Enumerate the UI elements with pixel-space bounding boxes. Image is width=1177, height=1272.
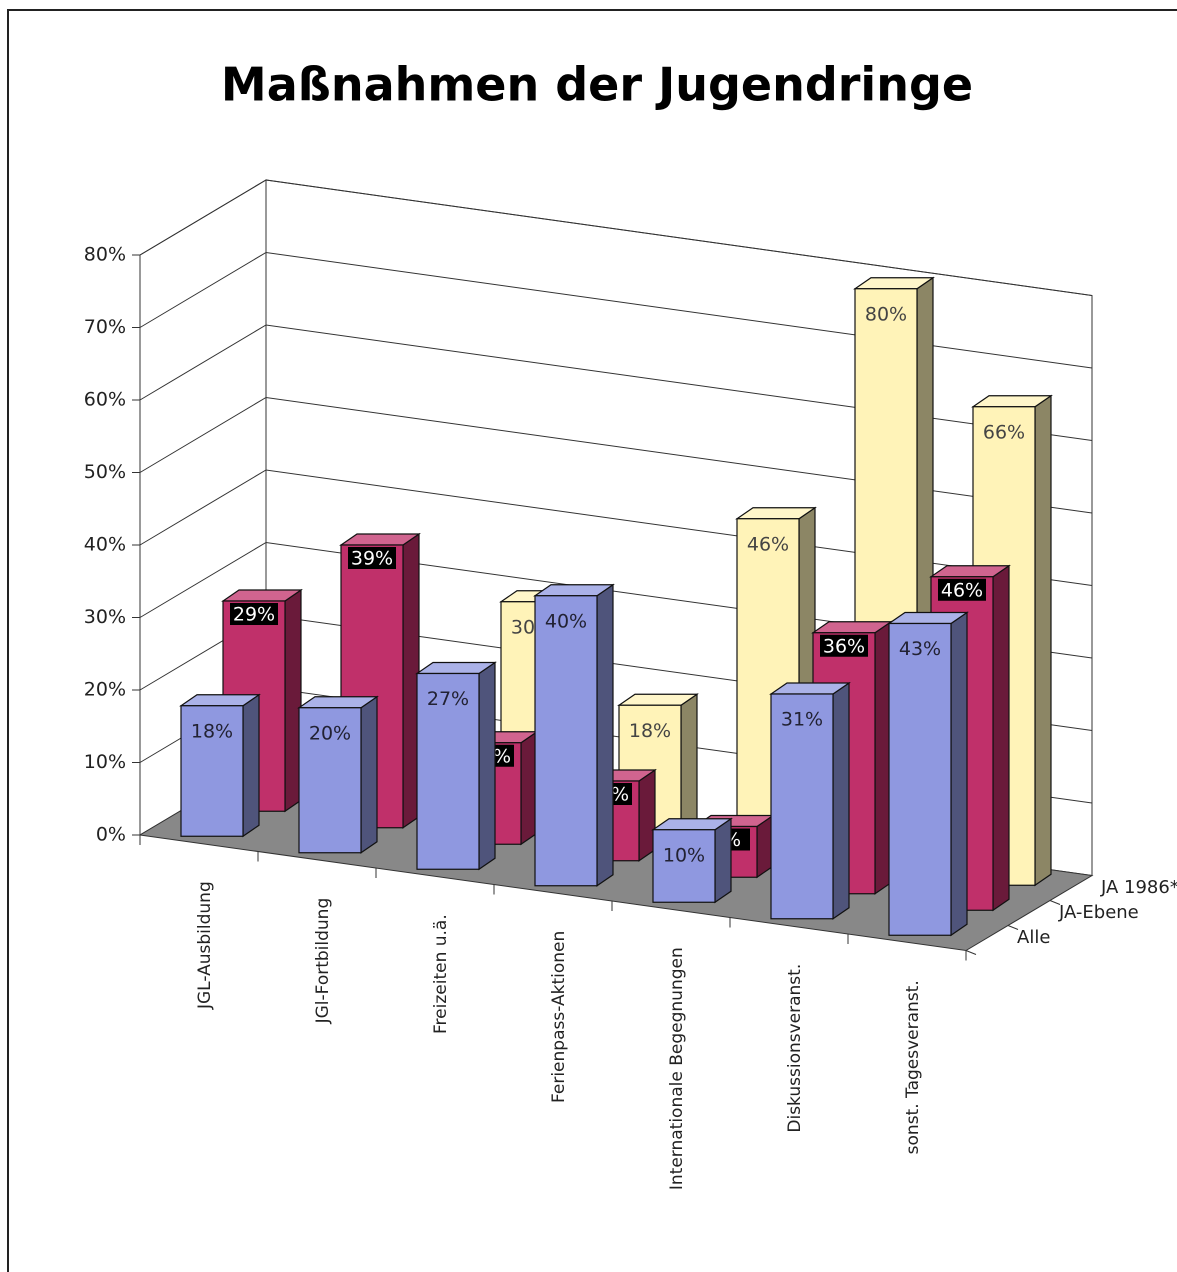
value-label: 43% bbox=[899, 638, 941, 660]
value-label-bg bbox=[348, 547, 396, 569]
y-tick-label: 70% bbox=[84, 316, 126, 338]
value-label: 31% bbox=[781, 709, 823, 731]
value-label: 80% bbox=[865, 303, 907, 325]
bar-front bbox=[888, 622, 952, 936]
x-tick-label: Freizeiten u.ä. bbox=[431, 914, 451, 1034]
value-label: 29% bbox=[233, 604, 275, 626]
grid-line bbox=[139, 541, 1093, 659]
y-tick-label: 40% bbox=[84, 534, 126, 556]
value-label: 20% bbox=[309, 722, 351, 744]
bar-front bbox=[298, 707, 362, 854]
grid-line bbox=[139, 469, 1093, 586]
value-label: 46% bbox=[941, 579, 983, 601]
value-label-bg bbox=[938, 578, 986, 601]
bar-side bbox=[832, 681, 850, 920]
bar bbox=[297, 695, 379, 854]
bar-front bbox=[534, 595, 598, 887]
bar bbox=[179, 693, 261, 838]
value-label-bg bbox=[820, 634, 868, 657]
legend-label: JA 1986* bbox=[1100, 877, 1177, 898]
bar bbox=[769, 681, 851, 920]
bar bbox=[533, 583, 615, 887]
value-label: 10% bbox=[663, 844, 705, 866]
y-tick-label: 10% bbox=[84, 751, 126, 773]
legend-label: Alle bbox=[1017, 927, 1050, 948]
grid-line bbox=[139, 179, 1093, 296]
bar-front bbox=[652, 829, 716, 903]
bar-side bbox=[992, 564, 1010, 912]
bar-side bbox=[360, 695, 378, 854]
bar bbox=[651, 817, 733, 904]
bar-side bbox=[596, 583, 614, 887]
bar-front bbox=[180, 705, 244, 837]
value-label: 18% bbox=[629, 720, 671, 742]
value-label-bg bbox=[230, 603, 278, 625]
depth-tick bbox=[1049, 900, 1061, 905]
value-label: 27% bbox=[427, 688, 469, 710]
bar-side bbox=[714, 817, 732, 904]
value-label: 40% bbox=[545, 610, 587, 632]
bar-side bbox=[950, 611, 968, 937]
bar-side bbox=[242, 693, 260, 838]
x-tick-label: Ferienpass-Aktionen bbox=[549, 931, 569, 1103]
value-label: 18% bbox=[191, 720, 233, 742]
y-tick-label: 0% bbox=[96, 824, 126, 846]
bar-side bbox=[478, 661, 496, 871]
grid-line bbox=[139, 324, 1093, 441]
legend-label: JA-Ebene bbox=[1058, 902, 1139, 923]
y-tick-label: 60% bbox=[84, 389, 126, 411]
depth-tick bbox=[965, 950, 977, 955]
depth-tick bbox=[1007, 925, 1019, 930]
x-tick-label: JGL-Ausbildung bbox=[195, 881, 215, 1010]
bar-side bbox=[680, 693, 698, 837]
bar bbox=[415, 661, 497, 871]
grid-line bbox=[139, 251, 1093, 369]
grid-line bbox=[139, 396, 1093, 514]
value-label: 36% bbox=[823, 635, 865, 657]
value-label: 46% bbox=[747, 533, 789, 555]
bar-front bbox=[416, 672, 480, 870]
y-tick-label: 80% bbox=[84, 244, 126, 266]
y-tick-label: 20% bbox=[84, 679, 126, 701]
bar-front bbox=[770, 693, 834, 920]
chart-title: Maßnahmen der Jugendringe bbox=[221, 58, 973, 112]
x-tick-label: Diskussionsveranst. bbox=[785, 964, 805, 1133]
x-tick-label: Internationale Begegnungen bbox=[667, 947, 687, 1190]
y-tick-label: 50% bbox=[84, 461, 126, 483]
x-tick-label: sonst. Tagesveranst. bbox=[903, 980, 923, 1154]
value-label: 66% bbox=[983, 421, 1025, 443]
bar bbox=[887, 611, 969, 937]
bar-side bbox=[1034, 394, 1052, 887]
y-tick-label: 30% bbox=[84, 606, 126, 628]
value-label: 39% bbox=[351, 548, 393, 570]
x-tick-label: JGl-Fortbildung bbox=[313, 898, 333, 1025]
